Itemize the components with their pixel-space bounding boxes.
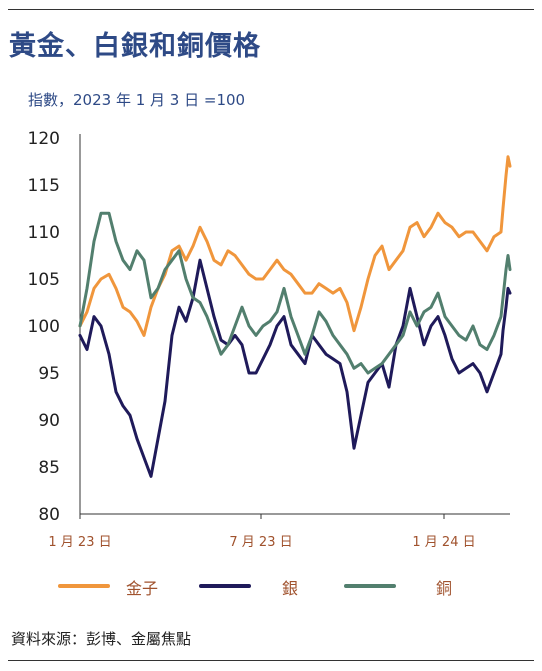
source-note: 資料來源：彭博、金屬焦點 [11, 630, 192, 648]
legend-label-gold: 金子 [126, 579, 159, 598]
x-axis: 1 月 23 日 7 月 23 日 1 月 24 日 [48, 513, 510, 550]
y-tick-label: 85 [38, 458, 60, 478]
x-tick-label: 1 月 23 日 [48, 535, 111, 550]
y-tick-label: 110 [28, 223, 60, 243]
y-tick-label: 95 [38, 364, 60, 384]
y-tick-label: 120 [28, 129, 60, 149]
legend-label-silver: 銀 [282, 579, 299, 598]
legend-swatch-silver [199, 584, 251, 588]
series-layer [78, 155, 512, 478]
y-tick-label: 100 [28, 317, 60, 337]
legend: 金子 銀 銅 [0, 572, 542, 600]
top-rule [8, 9, 534, 10]
legend-swatch-copper [344, 584, 396, 588]
y-tick-label: 115 [28, 176, 60, 196]
bottom-rule [8, 660, 534, 661]
y-tick-label: 90 [38, 411, 60, 431]
series-line-silver [78, 258, 512, 478]
x-tick-label: 1 月 24 日 [412, 535, 475, 550]
x-tick-label: 7 月 23 日 [229, 535, 292, 550]
line-chart: 80 85 90 95 100 105 110 115 120 1 月 23 日 7 月 23 日… [28, 129, 512, 550]
y-tick-label: 80 [38, 505, 60, 525]
y-tick-label: 105 [28, 270, 60, 290]
y-axis: 80 85 90 95 100 105 110 115 120 [28, 129, 81, 525]
chart-title: 黃金、白銀和銅價格 [9, 31, 261, 62]
series-line-copper [78, 211, 512, 375]
legend-label-copper: 銅 [436, 579, 453, 598]
legend-swatch-gold [58, 584, 110, 588]
chart-subtitle: 指數，2023 年 1 月 3 日 =100 [28, 91, 246, 109]
series-line-gold [78, 155, 512, 337]
